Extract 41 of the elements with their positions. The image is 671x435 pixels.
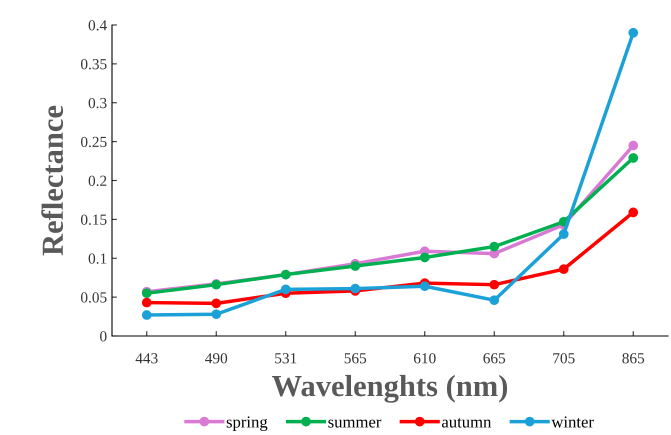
y-tick-label: 0.25 [80, 136, 107, 148]
x-tick-label: 565 [344, 353, 366, 364]
y-tick-label: 0.35 [80, 59, 107, 70]
point [489, 242, 500, 252]
x-tick-label: 443 [136, 353, 158, 364]
point [211, 309, 222, 320]
point [489, 280, 500, 290]
x-tick-label: 665 [483, 353, 506, 364]
point [558, 264, 569, 274]
legend-label: winter [551, 416, 594, 428]
x-tick-label: 865 [622, 353, 644, 364]
y-tick-label: 0 [100, 331, 107, 342]
point [628, 28, 638, 38]
x-axis-title: Wavelenghts (nm) [272, 374, 508, 403]
point [350, 261, 360, 271]
point [420, 281, 430, 292]
y-axis-title: Reflectance [41, 106, 64, 256]
y-tick-label: 0.05 [80, 292, 107, 303]
legend-label: spring [226, 416, 268, 432]
point [350, 284, 360, 294]
point [211, 298, 222, 308]
legend-label: summer [328, 420, 382, 428]
x-tick-label: 490 [205, 353, 228, 364]
point [628, 153, 638, 163]
point [489, 295, 500, 306]
y-tick-label: 0.2 [88, 176, 106, 186]
x-tick-label: 531 [275, 353, 296, 364]
point [280, 284, 291, 294]
y-tick-label: 0.4 [88, 20, 107, 31]
point [628, 140, 638, 150]
x-tick-label: 705 [553, 353, 575, 364]
point [628, 208, 638, 218]
legend-label: autumn [442, 418, 492, 428]
point [420, 252, 430, 262]
point [558, 229, 569, 240]
y-tick-label: 0.15 [80, 214, 107, 225]
y-tick-label: 0.1 [88, 253, 106, 264]
y-tick-label: 0.3 [88, 98, 107, 108]
point [142, 298, 152, 308]
x-tick-label: 610 [414, 353, 436, 364]
point [142, 310, 152, 320]
